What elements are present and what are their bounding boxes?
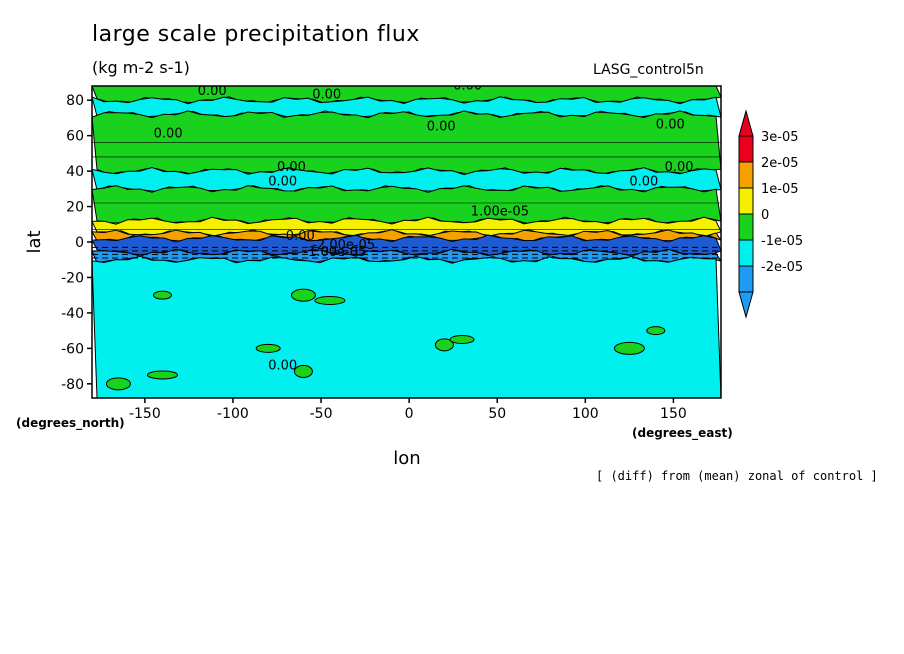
colorbar-label: 2e-05 [761,156,799,171]
contour-label: 1.00e-05 [471,204,529,219]
x-tick-label: 150 [660,406,687,422]
x-axis-unit: (degrees_east) [632,426,733,440]
x-tick-label: -50 [310,406,333,422]
y-tick-label: -60 [61,341,84,357]
contour-label: -2.00e-05 [312,238,375,253]
contour-label: 0.00 [665,160,694,175]
x-tick-label: -150 [129,406,161,422]
chart-units: (kg m-2 s-1) [92,58,190,77]
colorbar-bottom-arrow [738,291,754,319]
x-tick-label: 50 [488,406,506,422]
colorbar-label: 3e-05 [761,130,799,145]
colorbar-swatch [738,239,754,267]
colorbar-top-arrow [738,109,754,137]
contour-label: -1.00e-05 [303,245,366,260]
contour-label: 0.00 [198,84,227,99]
y-tick-label: 40 [66,164,84,180]
contour-label: 0.00 [312,87,341,102]
contour-blob [646,326,666,336]
colorbar-swatch [738,161,754,189]
colorbar-swatch [738,265,754,293]
contour-label: 0.00 [427,119,456,134]
x-tick-label: 100 [572,406,599,422]
contour-label: 0.00 [453,79,482,94]
y-axis-label: lat [24,230,45,253]
contour-blob [105,377,131,391]
y-tick-label: 20 [66,200,84,216]
x-axis-label: lon [393,448,420,469]
footnote: [ (diff) from (mean) zonal of control ] [596,469,878,483]
band-4 [92,185,721,225]
x-tick-label: -100 [217,406,249,422]
x-tick-label: 0 [405,406,414,422]
y-tick-label: -40 [61,306,84,322]
colorbar-swatch [738,187,754,215]
contour-blob [293,364,313,378]
contour-label: 0.00 [277,160,306,175]
contour-blob [434,338,454,352]
colorbar-label: -1e-05 [761,234,803,249]
y-tick-label: -80 [61,377,84,393]
contour-label: 0.00 [656,118,685,133]
chart-title: large scale precipitation flux [92,22,420,47]
contour-label: 0.00 [629,174,658,189]
colorbar-label: -2e-05 [761,260,803,275]
y-tick-label: 0 [75,235,84,251]
band-9 [92,255,721,398]
contour-blob [290,288,316,302]
y-tick-label: 60 [66,129,84,145]
contour-blob [152,290,172,300]
colorbar-swatch [738,135,754,163]
y-tick-label: 80 [66,93,84,109]
contour-blob [314,296,346,305]
contour-label: 0.00 [268,174,297,189]
contour-blob [255,343,281,353]
contour-blob [449,335,475,344]
colorbar-swatch [738,213,754,241]
contour-label: 0.00 [268,359,297,374]
y-axis-unit: (degrees_north) [16,416,125,430]
run-label: LASG_control5n [593,62,704,78]
contour-label: 0.00 [154,126,183,141]
band-5 [92,216,721,237]
colorbar-label: 0 [761,208,769,223]
colorbar-label: 1e-05 [761,182,799,197]
contour-blob [613,341,645,355]
contour-blob [146,370,178,380]
y-tick-label: -20 [61,270,84,286]
contour-label: 0.00 [286,229,315,244]
